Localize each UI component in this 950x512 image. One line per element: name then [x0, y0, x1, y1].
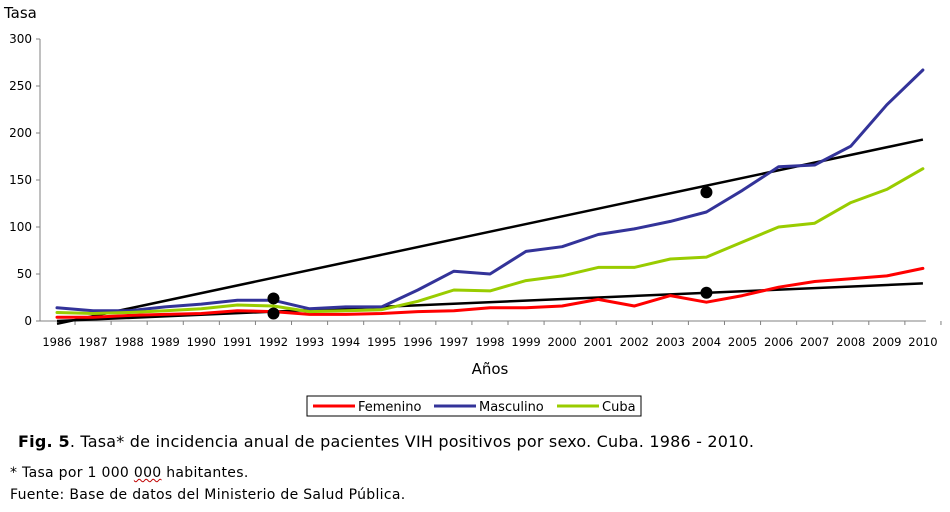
- trend-marker: [700, 186, 713, 199]
- rate-note-before: * Tasa por 1 000: [10, 465, 134, 481]
- y-tick-label: 300: [9, 32, 32, 46]
- x-tick-label: 2000: [547, 335, 576, 349]
- x-tick-label: 2004: [692, 335, 721, 349]
- series-line-masculino: [55, 68, 925, 313]
- x-tick-label: 2003: [656, 335, 685, 349]
- trend-marker: [267, 292, 280, 305]
- x-tick-label: 1997: [439, 335, 468, 349]
- x-tick-label: 2009: [872, 335, 901, 349]
- x-axis-ticks: 1986 1987 1988 1989 1990 1991 1992 1993 1994 1995…: [42, 321, 942, 349]
- figure-label: Fig. 5: [18, 432, 70, 451]
- trend-marker: [700, 286, 713, 299]
- x-tick-label: 2007: [800, 335, 829, 349]
- y-tick-label: 100: [9, 220, 32, 234]
- y-tick-label: 250: [9, 79, 32, 93]
- source-note: Fuente: Base de datos del Ministerio de …: [10, 487, 406, 503]
- y-axis-ticks: 0 50 100 150 200 250 300: [9, 32, 40, 328]
- y-tick-label: 200: [9, 126, 32, 140]
- trendline: [56, 282, 923, 323]
- trend-markers: [267, 186, 713, 320]
- x-axis-label: Años: [472, 360, 509, 378]
- legend: Femenino Masculino Cuba: [306, 395, 642, 417]
- x-tick-label: 1993: [295, 335, 324, 349]
- x-tick-label: 2002: [620, 335, 649, 349]
- figure-caption: Fig. 5. Tasa* de incidencia anual de pac…: [18, 432, 754, 451]
- axes: [39, 39, 926, 322]
- x-tick-label: 1987: [78, 335, 107, 349]
- x-tick-label: 1991: [223, 335, 252, 349]
- x-tick-label: 1992: [259, 335, 288, 349]
- y-tick-label: 50: [17, 267, 32, 281]
- rate-note: * Tasa por 1 000 000 habitantes.: [10, 465, 249, 481]
- x-tick-label: 2008: [836, 335, 865, 349]
- x-tick-label: 1996: [403, 335, 432, 349]
- trendline: [56, 138, 924, 326]
- x-tick-label: 1986: [42, 335, 71, 349]
- y-tick-label: 0: [24, 314, 32, 328]
- rate-note-squiggle: 000: [133, 465, 162, 481]
- trend-marker: [267, 307, 280, 320]
- x-tick-label: 1995: [367, 335, 396, 349]
- data-series: [55, 68, 925, 319]
- legend-label: Cuba: [602, 400, 636, 415]
- series-line-cuba: [55, 167, 925, 315]
- y-tick-label: 150: [9, 173, 32, 187]
- x-tick-label: 2010: [908, 335, 937, 349]
- x-tick-label: 1990: [187, 335, 216, 349]
- figure-caption-text: . Tasa* de incidencia anual de pacientes…: [69, 432, 755, 451]
- x-tick-label: 1989: [151, 335, 180, 349]
- x-tick-label: 1988: [115, 335, 144, 349]
- x-tick-label: 2006: [764, 335, 793, 349]
- x-tick-label: 1998: [475, 335, 504, 349]
- x-tick-label: 2005: [728, 335, 757, 349]
- legend-label: Femenino: [358, 400, 422, 415]
- line-chart: Tasa 0 50 100 150 200 250 300 1986 1987 1988 1989…: [3, 4, 942, 417]
- y-axis-label: Tasa: [3, 4, 37, 22]
- rate-note-after: habitantes.: [161, 465, 249, 481]
- legend-label: Masculino: [479, 400, 544, 415]
- x-tick-label: 1999: [511, 335, 540, 349]
- x-tick-label: 2001: [584, 335, 613, 349]
- series-line-femenino: [55, 266, 925, 319]
- x-tick-label: 1994: [331, 335, 360, 349]
